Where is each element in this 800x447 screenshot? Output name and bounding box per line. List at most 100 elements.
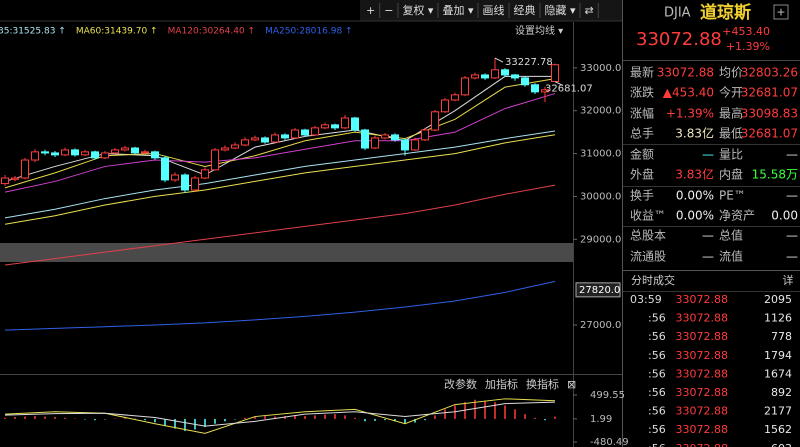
toolbar-button[interactable]: ⇄ (585, 4, 594, 17)
trade-price: 33072.88 (676, 349, 729, 362)
quote-value: — (702, 148, 714, 162)
candle-body (481, 74, 489, 79)
candle-body (221, 147, 229, 151)
add-button[interactable]: + (776, 6, 785, 19)
candle-body (411, 139, 419, 151)
indicator-button[interactable]: 加指标 (485, 377, 518, 391)
toolbar-button[interactable]: 复权 ▾ (402, 3, 433, 17)
quote-value: 0.00% (676, 209, 714, 223)
trade-price: 33072.88 (676, 442, 729, 447)
indicator-button[interactable]: 改参数 (444, 377, 477, 391)
settings-button[interactable]: 设置均线 ▾ (515, 24, 563, 37)
quote-label: PE™ (719, 189, 746, 203)
trade-time: :56 (648, 386, 666, 399)
toolbar-button[interactable]: 经典 (514, 3, 536, 17)
trades-detail[interactable]: 详 (783, 273, 794, 287)
toolbar-button[interactable]: − (384, 4, 393, 17)
y-tick-label: 31000.0 (580, 149, 621, 160)
candle-body (81, 151, 89, 156)
candle-body (531, 84, 539, 93)
candle-body (401, 139, 409, 151)
quote-value: — (786, 148, 798, 162)
quote-value: 33072.88 (657, 66, 714, 80)
moving-average (4, 78, 556, 189)
quote-value: — (702, 250, 714, 264)
candle-body (541, 89, 549, 93)
quote-label: 换手 (630, 189, 654, 203)
quote-value: — (786, 229, 798, 243)
candle-body (431, 111, 439, 131)
trade-time: :56 (648, 442, 666, 447)
candle-body (271, 134, 279, 143)
annotation: 32681.07 (545, 84, 593, 95)
trade-price: 33072.88 (676, 386, 729, 399)
candle-body (11, 177, 19, 180)
candle-body (521, 77, 529, 86)
trades-title: 分时成交 (631, 273, 675, 287)
candle-body (261, 137, 269, 143)
candle-body (31, 151, 39, 161)
quote-label: 涨幅 (630, 106, 654, 121)
candle-body (141, 151, 149, 154)
legend-entry: 35:31525.83 ↑ (0, 27, 66, 37)
candle-body (491, 69, 499, 79)
quote-label: 净资产 (719, 209, 755, 223)
quote-label: 内盘 (719, 167, 743, 182)
trade-price: 33072.88 (676, 367, 729, 380)
indicator-button[interactable]: 换指标 (526, 377, 559, 391)
quote-label: 均价 (719, 66, 743, 80)
candle-body (71, 149, 79, 156)
quote-label: 外盘 (630, 167, 654, 182)
trade-price: 33072.88 (676, 330, 729, 343)
candle-body (421, 129, 429, 141)
candle-body (461, 77, 469, 96)
candle-body (451, 94, 459, 101)
quote-label: 今开 (719, 85, 743, 100)
y-tick-label: 32000.0 (580, 106, 621, 117)
trade-volume: 892 (771, 386, 792, 399)
moving-average (4, 184, 556, 266)
moving-average (4, 134, 556, 225)
quote-value: — (786, 189, 798, 203)
quote-value: — (786, 250, 798, 264)
toolbar-button[interactable]: + (366, 4, 375, 17)
candle-body (181, 174, 189, 191)
add-box[interactable] (773, 4, 789, 20)
trade-volume: 603 (771, 442, 792, 447)
marker-label: 27820.0 (579, 285, 620, 296)
y-tick-label: 27000.0 (580, 320, 621, 331)
toolbar-button[interactable]: 叠加 ▾ (442, 4, 473, 17)
candle-body (551, 64, 559, 83)
candle-body (61, 149, 69, 156)
candle-body (41, 151, 49, 154)
annotation-pointer (494, 57, 504, 63)
last-price: 33072.88 (636, 29, 722, 50)
quote-label: 总手 (630, 127, 654, 141)
quote-value: ▲453.40 (663, 86, 714, 100)
trade-volume: 2177 (764, 405, 792, 418)
quote-label: 最高 (719, 106, 743, 121)
trade-volume: 2095 (764, 293, 792, 306)
trade-volume: 1794 (764, 349, 792, 362)
toolbar-button[interactable]: 画线 (483, 3, 505, 17)
candle-body (381, 134, 389, 139)
quote-value: 32803.26 (741, 66, 798, 80)
indicator-button[interactable]: ⊠ (567, 378, 576, 391)
trade-volume: 1674 (764, 367, 792, 380)
stock-name: 道琼斯 (700, 2, 751, 23)
candle-body (101, 152, 109, 159)
quote-label: 金额 (630, 147, 654, 162)
quote-label: 最低 (719, 127, 743, 141)
quote-label: 流值 (719, 249, 743, 264)
trade-volume: 778 (771, 330, 792, 343)
toolbar-button[interactable]: 隐藏 ▾ (545, 4, 576, 17)
change: +453.40 (722, 25, 770, 38)
trade-price: 33072.88 (676, 312, 729, 325)
gap-band (0, 243, 573, 262)
quote-label: 涨跌 (630, 85, 654, 100)
moving-average (4, 280, 556, 331)
moving-average (4, 130, 556, 219)
